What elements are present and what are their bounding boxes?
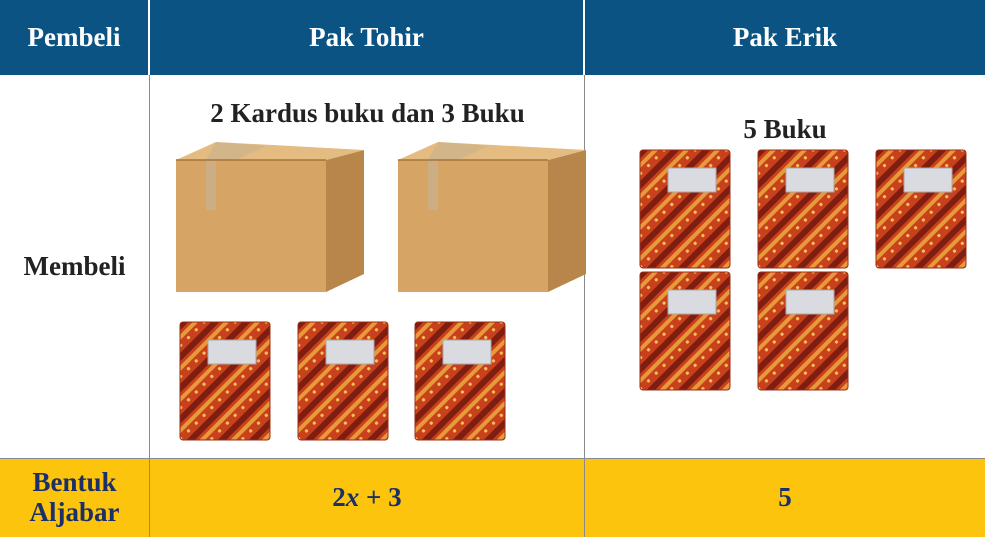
header-cell: Pembeli bbox=[0, 0, 150, 75]
header-cell: Pak Tohir bbox=[150, 0, 585, 75]
cell bbox=[150, 75, 585, 459]
header-cell: Pak Erik bbox=[585, 0, 985, 75]
cell-caption: 5 Buku bbox=[743, 114, 827, 144]
formula-part: 2 bbox=[332, 482, 346, 513]
formula-part: + 3 bbox=[359, 482, 402, 513]
cell: 5 bbox=[585, 459, 985, 537]
row-label: Membeli bbox=[0, 75, 150, 459]
cell-caption: 2 Kardus buku dan 3 Buku bbox=[210, 98, 525, 128]
row-label: Bentuk Aljabar bbox=[0, 459, 150, 537]
formula-variable: x bbox=[345, 482, 360, 513]
